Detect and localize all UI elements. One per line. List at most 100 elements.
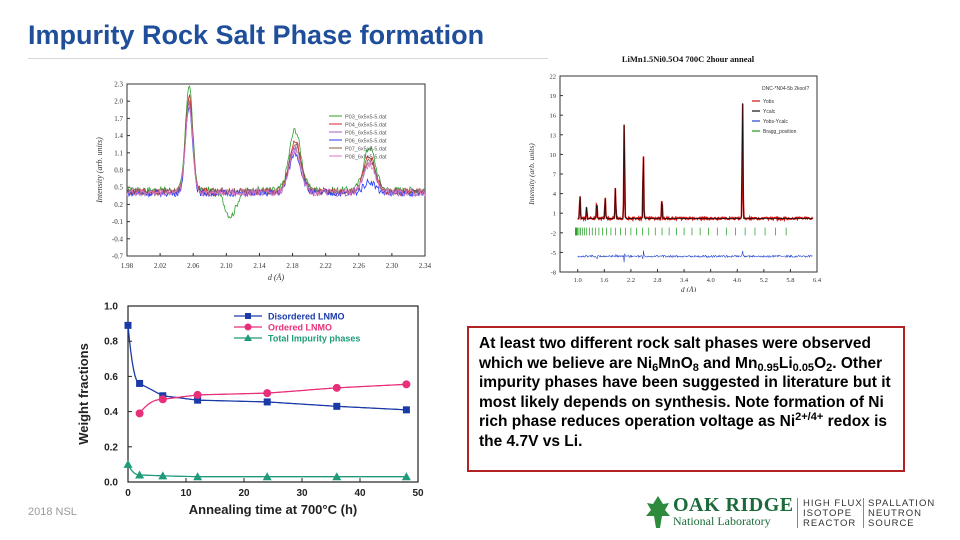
x-tick-label: 40 [354,488,366,499]
data-point [193,390,202,399]
legend-entry: Yobs-Ycalc [763,119,788,125]
calculated-line [577,103,813,219]
y-tick-label: 2.0 [114,98,123,106]
x-tick-label: 1.98 [121,262,134,270]
x-tick-label: 2.14 [253,262,266,270]
data-point [193,472,203,481]
legend-entry: Ycalc [763,109,776,115]
x-axis-label: Annealing time at 700°C (h) [189,502,357,517]
y-tick-label: 4 [553,191,557,198]
legend-entry: Total Impurity phases [268,334,360,344]
title-divider [28,58,548,59]
x-tick-label: 5.8 [786,277,794,284]
data-point [263,398,271,406]
y-tick-label: -0.4 [112,235,124,243]
logo-sns: SPALLATION NEUTRON SOURCE [868,498,936,529]
x-tick-label: 2.8 [653,277,661,284]
y-tick-label: 1.7 [114,115,123,123]
y-tick-label: 0.5 [114,184,123,192]
legend-entry: Ordered LNMO [268,323,332,333]
legend-entry: Yobs [763,99,774,105]
data-point [332,383,341,392]
y-tick-label: 0.8 [114,167,123,175]
rietveld-refinement-chart: LiMn1.5Ni0.5O4 700C 2hour anneal 1.0 1.6 2.… [527,54,822,292]
y-tick-label: 0.2 [114,201,123,209]
y-tick-label: 0.4 [104,407,118,418]
x-tick-label: 20 [238,488,250,499]
y-tick-label: -5 [551,250,556,257]
x-tick-label: 2.2 [627,277,635,284]
data-point [135,470,145,479]
y-tick-label: 1.0 [104,302,118,313]
plot-frame [127,305,419,483]
x-tick-label: 50 [412,488,424,499]
x-tick-label: 2.06 [187,262,200,270]
data-point [333,402,341,410]
y-axis-label: Intensity (arb. units) [95,137,104,204]
data-point [262,472,272,481]
series-line [139,383,407,414]
logo-divider [797,498,798,528]
slide-title: Impurity Rock Salt Phase formation [28,20,485,50]
y-tick-label: -0.7 [112,253,124,261]
y-tick-label: 0.6 [104,372,118,383]
legend-entry: P04_6x5x5-5.dat [345,123,387,129]
x-tick-label: 10 [180,488,192,499]
legend-entry: P05_6x5x5-5.dat [345,131,387,137]
data-point [158,471,168,480]
x-tick-label: 2.10 [220,262,233,270]
footer-year: 2018 NSL [28,506,77,518]
y-tick-label: -0.1 [112,218,124,226]
ornl-logo: OAK RIDGE National Laboratory HIGH FLUX … [645,492,945,532]
y-tick-label: -2 [551,230,556,237]
logo-name: OAK RIDGE [673,494,794,516]
data-point [135,409,144,418]
data-point [158,395,167,404]
data-point [194,396,202,404]
y-tick-label: 0.8 [104,337,118,348]
x-tick-label: 4.6 [733,277,742,284]
x-tick-label: 2.26 [353,262,366,270]
y-tick-label: 0.2 [104,442,118,453]
x-tick-label: 2.34 [419,262,432,270]
x-tick-label: 30 [296,488,308,499]
y-tick-label: 19 [550,93,557,100]
x-tick-label: 2.18 [286,262,299,270]
plot-frame [126,83,426,257]
legend-marker [244,323,252,331]
legend-entry: P03_6x5x5-5.dat [345,115,387,121]
data-point [263,389,272,398]
y-tick-label: 13 [550,132,557,139]
legend-marker [244,334,252,341]
y-tick-label: 1.4 [114,132,123,140]
x-tick-label: 2.02 [154,262,167,270]
chart-title: LiMn1.5Ni0.5O4 700C 2hour anneal [622,54,755,64]
legend-entry: P06_6x5x5-5.dat [345,139,387,145]
logo-subtitle: National Laboratory [673,514,771,528]
y-axis-label: Intensity (arb. units) [527,143,536,206]
difference-line [577,250,813,263]
y-axis-label: Weight fractions [76,343,91,445]
weight-fractions-chart: 0 10 20 30 40 50 0.0 0.2 0.4 0.6 0.8 1.0 Annealing t… [76,302,424,518]
x-tick-label: 3.4 [680,277,689,284]
legend-marker [245,313,251,319]
x-tick-label: 1.0 [574,277,582,284]
data-point [332,472,342,481]
description-textbox: At least two different rock salt phases … [467,326,905,472]
x-axis-label: d (Å) [268,273,285,282]
x-tick-label: 5.2 [760,277,768,284]
x-tick-label: 2.22 [320,262,333,270]
leaf-logo-icon [646,496,670,528]
y-tick-label: 2.3 [114,81,123,89]
legend-entry: Disordered LNMO [268,312,345,322]
data-point [136,379,144,387]
data-point [124,321,132,329]
y-tick-label: 10 [550,152,557,159]
legend-entry: P08_6x5x5-5.dat [345,155,387,161]
data-point [401,472,411,481]
logo-hfir: HIGH FLUX ISOTOPE REACTOR [803,498,863,529]
y-tick-label: 16 [550,113,557,120]
logo-divider [863,498,864,528]
y-tick-label: 1.1 [114,149,123,157]
x-axis-label: d (Å) [681,285,697,292]
